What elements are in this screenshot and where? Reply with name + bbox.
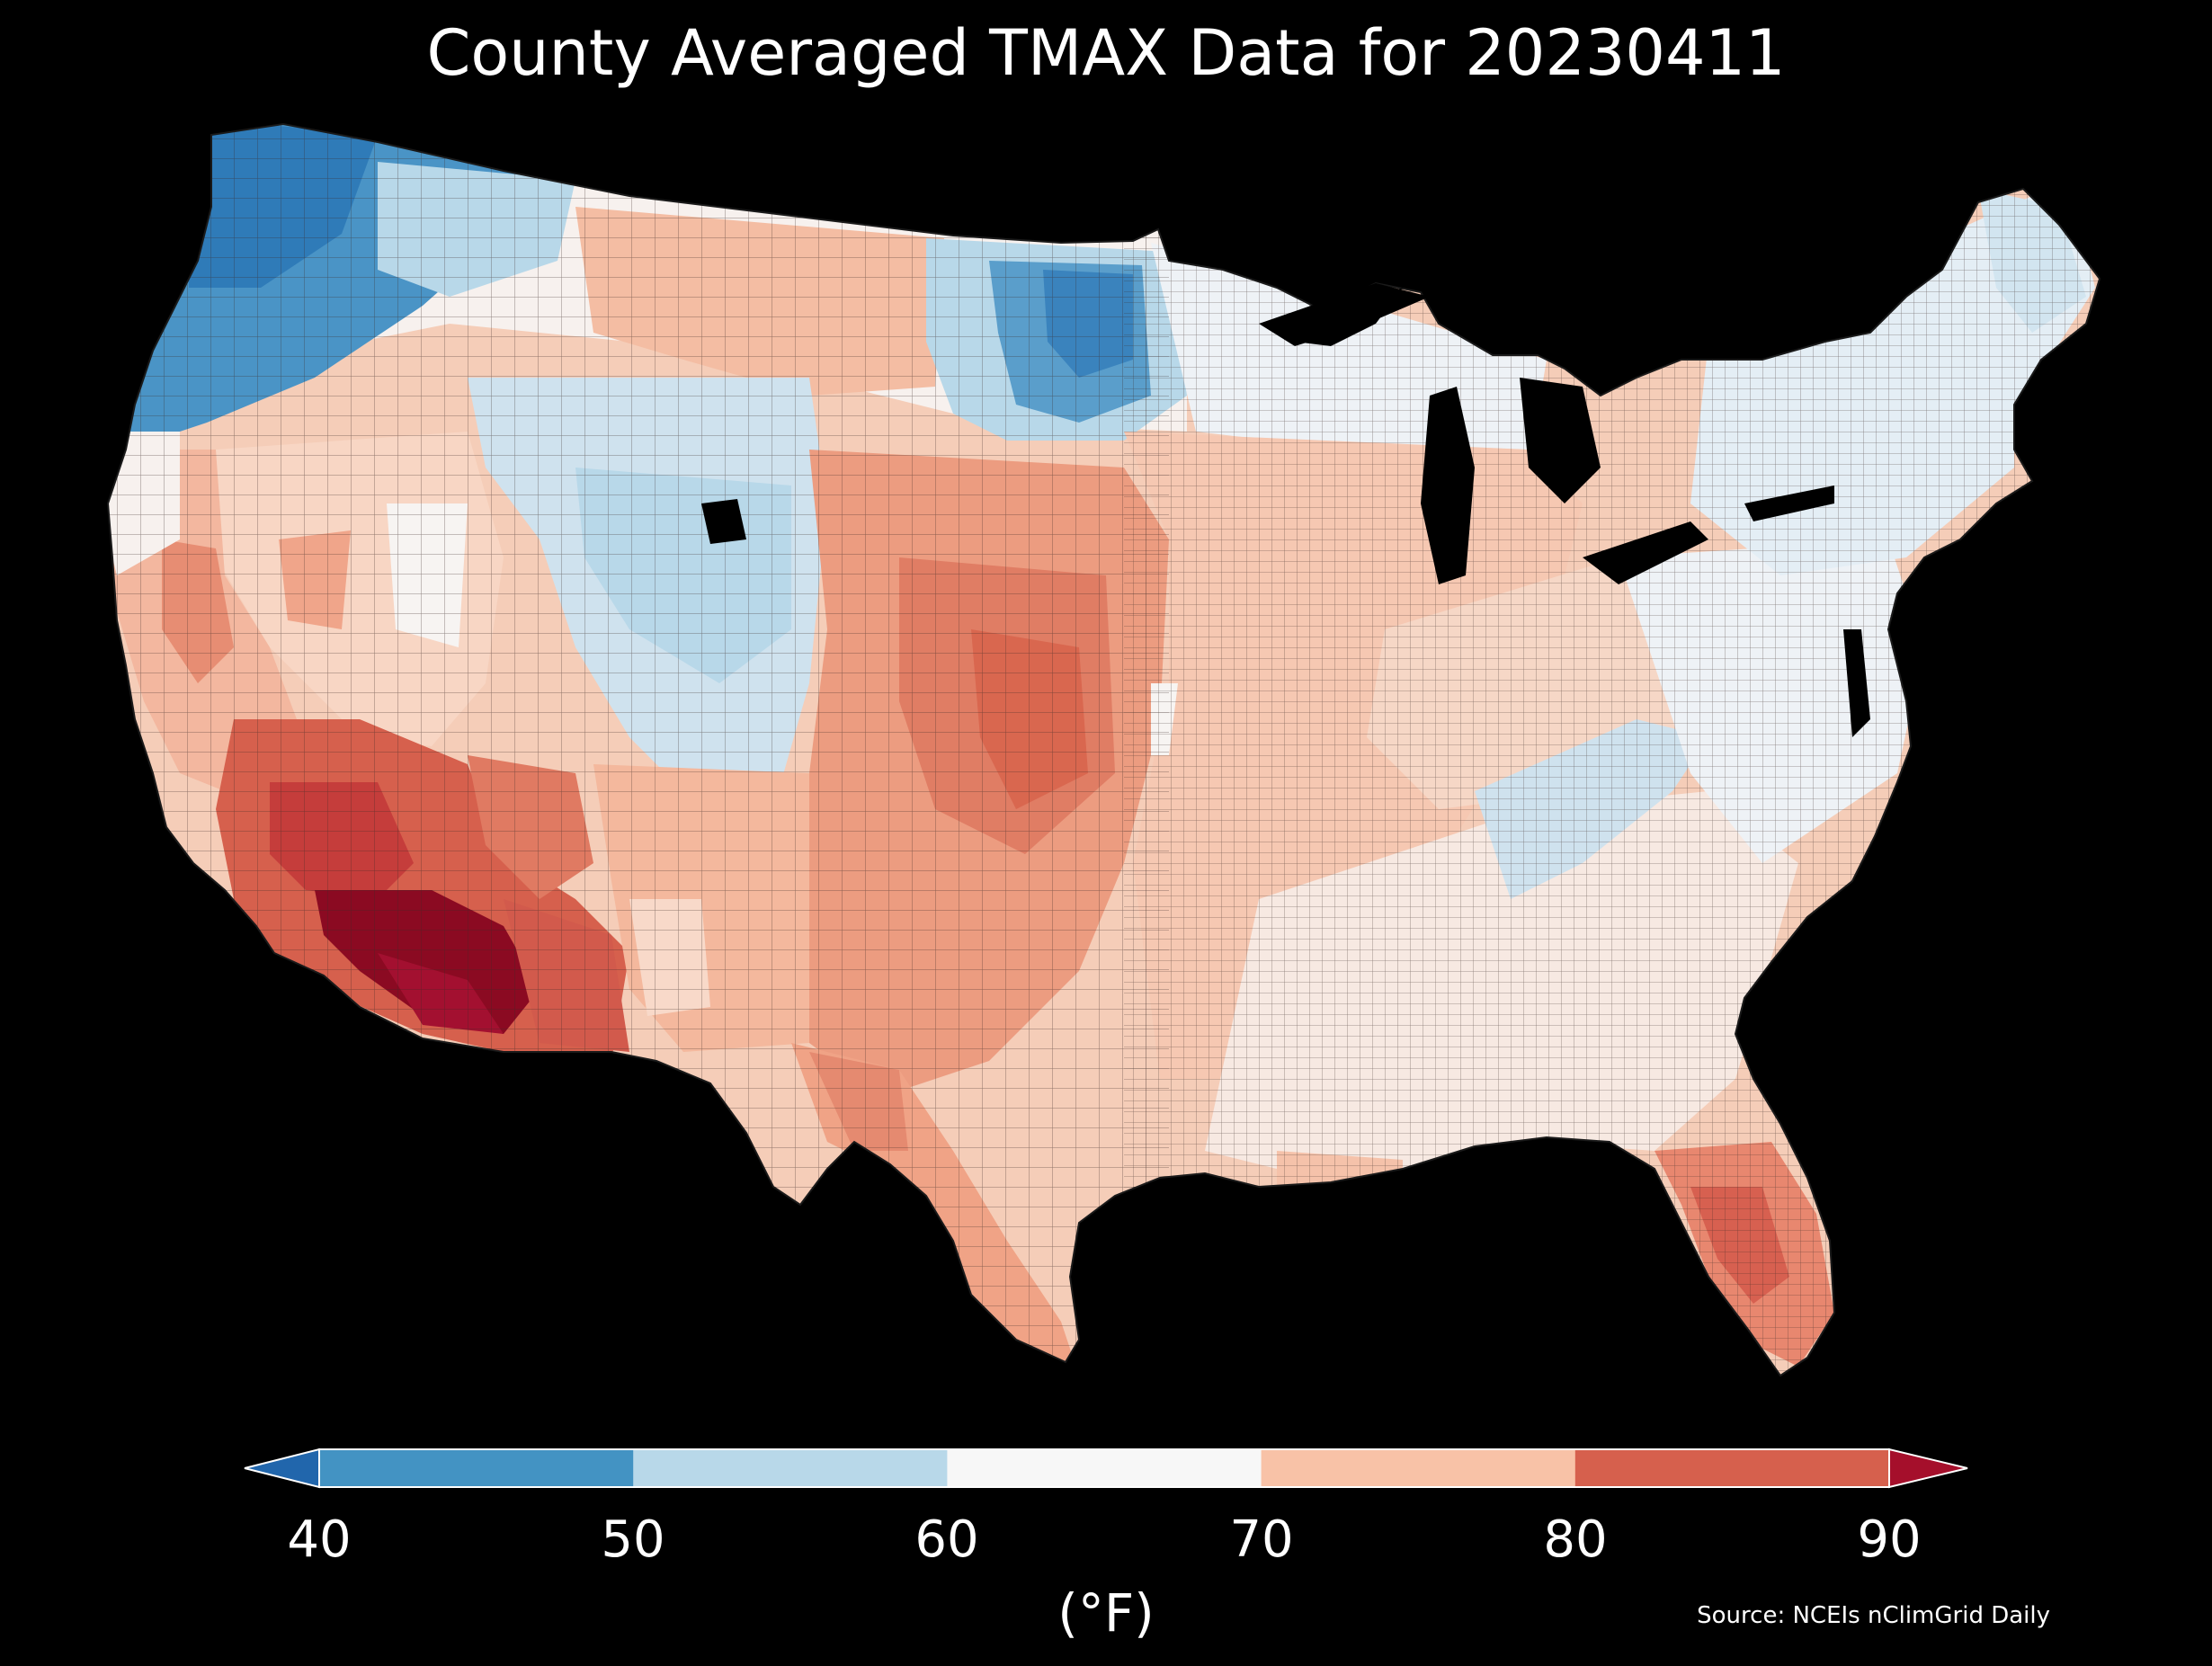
colorbar-extend-low — [244, 1448, 320, 1489]
lake-superior-west — [1259, 283, 1430, 346]
great-salt-lake — [701, 499, 746, 544]
colorbar-segment-60-70 — [947, 1449, 1262, 1487]
colorbar-segment-50-60 — [633, 1449, 948, 1487]
colorbar-segment-40-50 — [319, 1449, 634, 1487]
colorbar-tick-70: 70 — [1229, 1510, 1294, 1569]
colorbar-tick-90: 90 — [1857, 1510, 1922, 1569]
source-note: Source: NCEIs nClimGrid Daily — [1697, 1602, 2050, 1629]
colorbar-tick-80: 80 — [1543, 1510, 1608, 1569]
colorbar-unit-label: (°F) — [1057, 1582, 1155, 1644]
colorbar-tick-50: 50 — [601, 1510, 665, 1569]
chesapeake-bay — [1843, 629, 1870, 737]
lake-michigan — [1421, 387, 1475, 584]
colorbar-frame — [318, 1448, 1890, 1488]
colorbar-extend-high — [1888, 1448, 1968, 1489]
colorbar-segment-70-80 — [1261, 1449, 1576, 1487]
colorbar-segment-80-90 — [1574, 1449, 1890, 1487]
lake-erie — [1583, 521, 1708, 584]
us-outline — [106, 122, 2101, 1377]
colorbar-tick-40: 40 — [287, 1510, 352, 1569]
colorbar-tick-60: 60 — [914, 1510, 979, 1569]
lake-ontario — [1744, 486, 1834, 521]
lake-huron — [1520, 378, 1601, 503]
map-title: County Averaged TMAX Data for 20230411 — [426, 16, 1786, 90]
colorbar-segments — [244, 1448, 1968, 1489]
